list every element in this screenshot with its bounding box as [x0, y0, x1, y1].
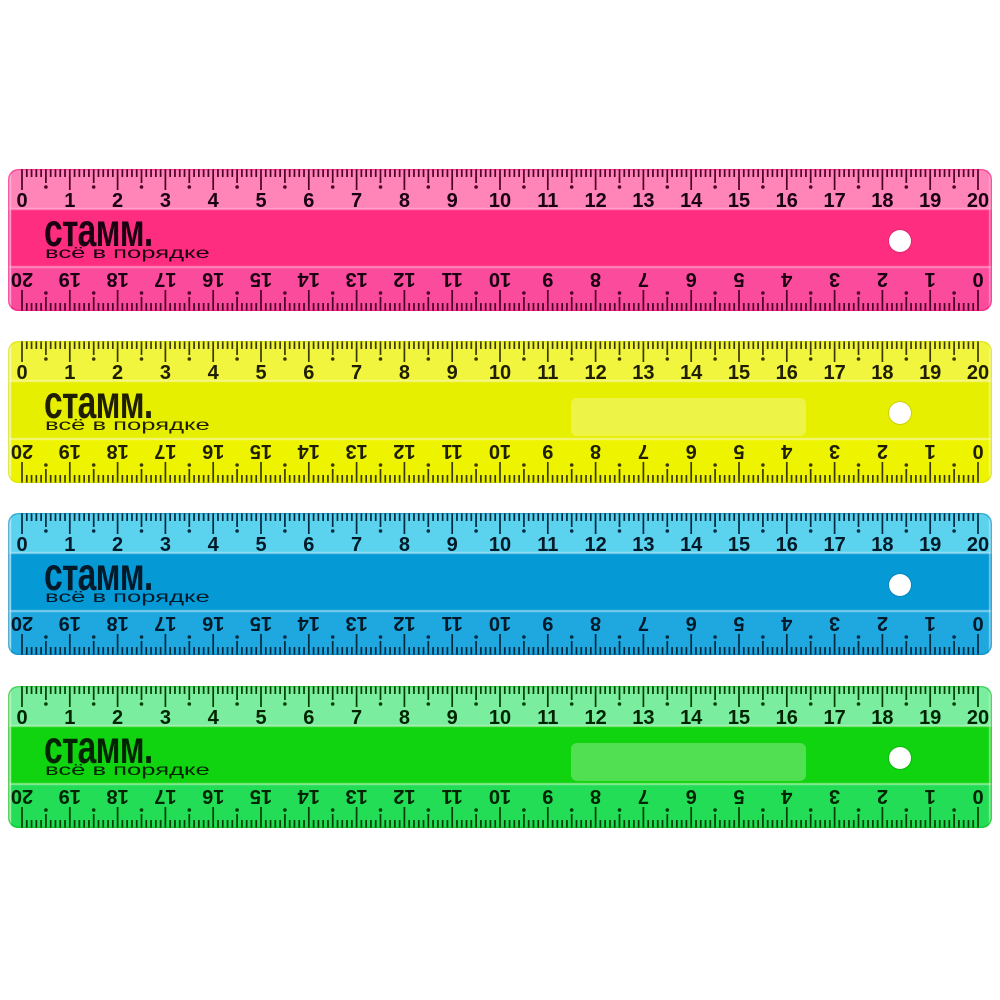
svg-text:0: 0	[972, 440, 983, 462]
svg-text:1: 1	[925, 268, 936, 290]
svg-text:19: 19	[59, 785, 81, 807]
svg-text:1: 1	[925, 612, 936, 634]
svg-text:4: 4	[780, 440, 792, 462]
svg-text:10: 10	[489, 785, 511, 807]
svg-text:2: 2	[877, 268, 888, 290]
svg-text:3: 3	[829, 785, 840, 807]
svg-text:4: 4	[780, 785, 792, 807]
svg-text:6: 6	[686, 268, 697, 290]
svg-text:17: 17	[154, 612, 176, 634]
svg-text:9: 9	[542, 268, 553, 290]
svg-text:12: 12	[393, 268, 415, 290]
svg-text:13: 13	[345, 785, 367, 807]
svg-text:1: 1	[925, 440, 936, 462]
svg-text:7: 7	[638, 440, 649, 462]
svg-text:18: 18	[106, 785, 128, 807]
svg-text:14: 14	[297, 268, 320, 290]
svg-text:8: 8	[590, 785, 601, 807]
svg-text:1: 1	[925, 785, 936, 807]
svg-text:18: 18	[106, 268, 128, 290]
svg-text:10: 10	[489, 440, 511, 462]
svg-text:9: 9	[542, 440, 553, 462]
svg-text:9: 9	[542, 612, 553, 634]
svg-text:15: 15	[250, 268, 272, 290]
svg-text:4: 4	[780, 612, 792, 634]
svg-text:19: 19	[59, 612, 81, 634]
svg-text:19: 19	[59, 440, 81, 462]
svg-text:17: 17	[154, 440, 176, 462]
svg-text:12: 12	[393, 612, 415, 634]
svg-text:20: 20	[11, 440, 33, 462]
svg-text:5: 5	[733, 785, 744, 807]
svg-text:16: 16	[202, 268, 224, 290]
svg-text:7: 7	[638, 785, 649, 807]
svg-text:11: 11	[442, 612, 463, 634]
svg-text:0: 0	[972, 268, 983, 290]
svg-text:5: 5	[733, 268, 744, 290]
svg-text:4: 4	[780, 268, 792, 290]
svg-text:19: 19	[59, 268, 81, 290]
svg-text:2: 2	[877, 440, 888, 462]
svg-text:2: 2	[877, 612, 888, 634]
svg-text:15: 15	[250, 612, 272, 634]
svg-text:10: 10	[489, 612, 511, 634]
svg-text:18: 18	[106, 440, 128, 462]
svg-text:6: 6	[686, 612, 697, 634]
svg-text:20: 20	[11, 268, 33, 290]
svg-text:3: 3	[829, 612, 840, 634]
svg-text:11: 11	[442, 268, 463, 290]
svg-text:3: 3	[829, 268, 840, 290]
svg-text:20: 20	[11, 612, 33, 634]
svg-text:6: 6	[686, 440, 697, 462]
svg-text:15: 15	[250, 440, 272, 462]
svg-text:10: 10	[489, 268, 511, 290]
svg-text:2: 2	[877, 785, 888, 807]
svg-text:15: 15	[250, 785, 272, 807]
svg-text:0: 0	[972, 785, 983, 807]
svg-text:6: 6	[686, 785, 697, 807]
svg-text:16: 16	[202, 440, 224, 462]
svg-text:13: 13	[345, 440, 367, 462]
svg-text:8: 8	[590, 612, 601, 634]
svg-text:17: 17	[154, 785, 176, 807]
svg-text:13: 13	[345, 612, 367, 634]
svg-text:11: 11	[442, 785, 463, 807]
svg-text:13: 13	[345, 268, 367, 290]
svg-text:7: 7	[638, 268, 649, 290]
svg-text:12: 12	[393, 785, 415, 807]
svg-text:14: 14	[297, 785, 320, 807]
svg-text:16: 16	[202, 785, 224, 807]
svg-text:17: 17	[154, 268, 176, 290]
svg-text:11: 11	[442, 440, 463, 462]
svg-text:20: 20	[11, 785, 33, 807]
svg-text:0: 0	[972, 612, 983, 634]
svg-text:7: 7	[638, 612, 649, 634]
svg-text:16: 16	[202, 612, 224, 634]
svg-text:9: 9	[542, 785, 553, 807]
svg-text:8: 8	[590, 440, 601, 462]
svg-text:18: 18	[106, 612, 128, 634]
svg-text:14: 14	[297, 440, 320, 462]
svg-text:12: 12	[393, 440, 415, 462]
svg-text:5: 5	[733, 612, 744, 634]
svg-text:8: 8	[590, 268, 601, 290]
svg-text:3: 3	[829, 440, 840, 462]
svg-text:5: 5	[733, 440, 744, 462]
svg-text:14: 14	[297, 612, 320, 634]
